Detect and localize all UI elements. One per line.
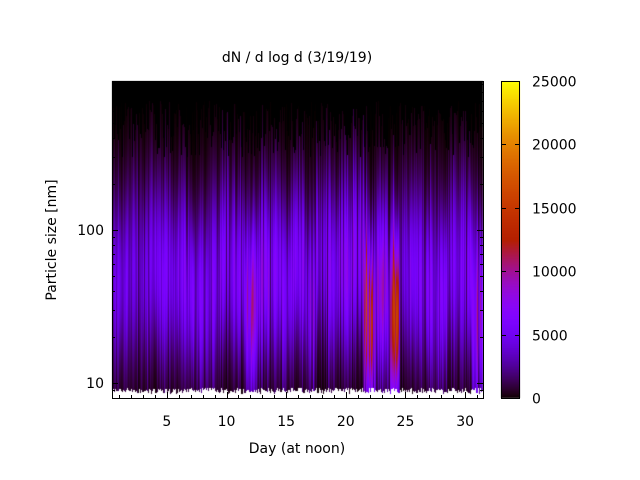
colorbar-tick-label: 10000: [532, 265, 577, 281]
x-tick-label: 10: [218, 414, 236, 430]
x-axis-label: Day (at noon): [249, 441, 345, 457]
colorbar-frame: [501, 81, 520, 399]
y-tick-label: 100: [77, 223, 104, 239]
x-tick-label: 25: [397, 414, 415, 430]
y-axis-label: Particle size [nm]: [44, 179, 60, 300]
colorbar-tick-label: 20000: [532, 138, 577, 154]
colorbar-tick-label: 25000: [532, 75, 577, 91]
colorbar-tick-label: 0: [532, 392, 541, 408]
plot-frame: [112, 81, 484, 399]
x-tick-label: 5: [162, 414, 171, 430]
chart-title: dN / d log d (3/19/19): [222, 50, 372, 66]
x-tick-label: 30: [456, 414, 474, 430]
x-tick-label: 15: [277, 414, 295, 430]
x-tick-label: 20: [337, 414, 355, 430]
y-tick-label: 10: [86, 376, 104, 392]
colorbar-tick-label: 5000: [532, 329, 568, 345]
colorbar-tick-label: 15000: [532, 202, 577, 218]
